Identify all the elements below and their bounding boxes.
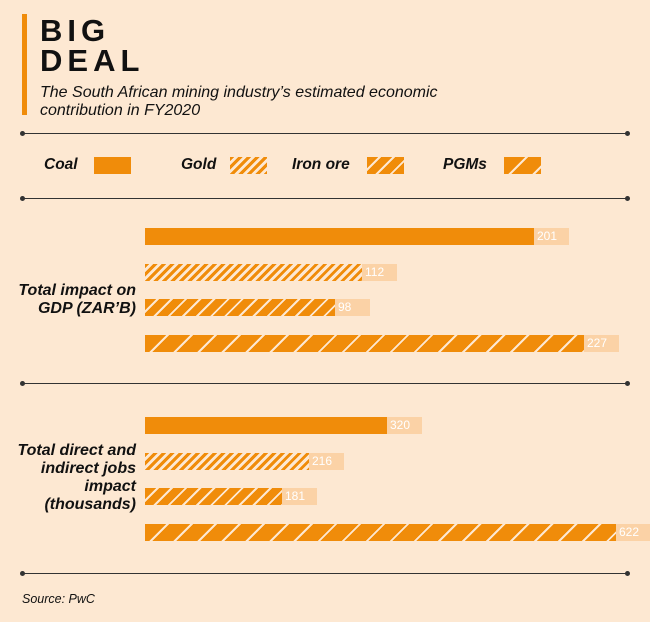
- bar-1-coal: [145, 228, 534, 245]
- value-label-1-gold: 112: [365, 265, 385, 279]
- value-label-1-pgms: 227: [587, 336, 608, 350]
- legend-swatch-gold: [230, 157, 267, 174]
- value-label-2-gold: 216: [312, 454, 333, 468]
- title-line-2: DEAL: [40, 43, 145, 78]
- value-label-1-iron-ore: 98: [338, 300, 352, 314]
- group-label-2: Total direct and indirect jobs impact (t…: [17, 442, 136, 513]
- legend-swatch-pgms: [504, 157, 541, 174]
- bar-1-iron-ore: [145, 299, 335, 316]
- legend-label-coal: Coal: [44, 156, 78, 173]
- divider-groups: [20, 381, 630, 386]
- legend-label-pgms: PGMs: [443, 156, 487, 173]
- bar-2-gold: [145, 453, 309, 470]
- title-accent-bar: [22, 14, 27, 115]
- group-label-1: Total impact on GDP (ZAR’B): [18, 282, 136, 317]
- title-line-1: BIG: [40, 13, 111, 48]
- bar-2-pgms: [145, 524, 616, 541]
- subtitle: The South African mining industry’s esti…: [40, 84, 438, 119]
- divider-legend: [20, 196, 630, 201]
- source-note: Source: PwC: [22, 592, 95, 606]
- legend-label-gold: Gold: [181, 156, 217, 173]
- bar-1-pgms: [145, 335, 584, 352]
- legend-label-iron-ore: Iron ore: [292, 156, 350, 173]
- value-label-2-iron-ore: 181: [285, 489, 306, 503]
- divider-bottom: [20, 571, 630, 576]
- legend-swatch-iron-ore: [367, 157, 404, 174]
- value-label-1-coal: 201: [537, 229, 558, 243]
- bar-2-coal: [145, 417, 387, 434]
- value-label-2-coal: 320: [390, 418, 411, 432]
- divider-top: [20, 131, 630, 136]
- bar-2-iron-ore: [145, 488, 282, 505]
- legend-swatch-coal: [94, 157, 131, 174]
- bar-1-gold: [145, 264, 362, 281]
- value-label-2-pgms: 622: [619, 525, 640, 539]
